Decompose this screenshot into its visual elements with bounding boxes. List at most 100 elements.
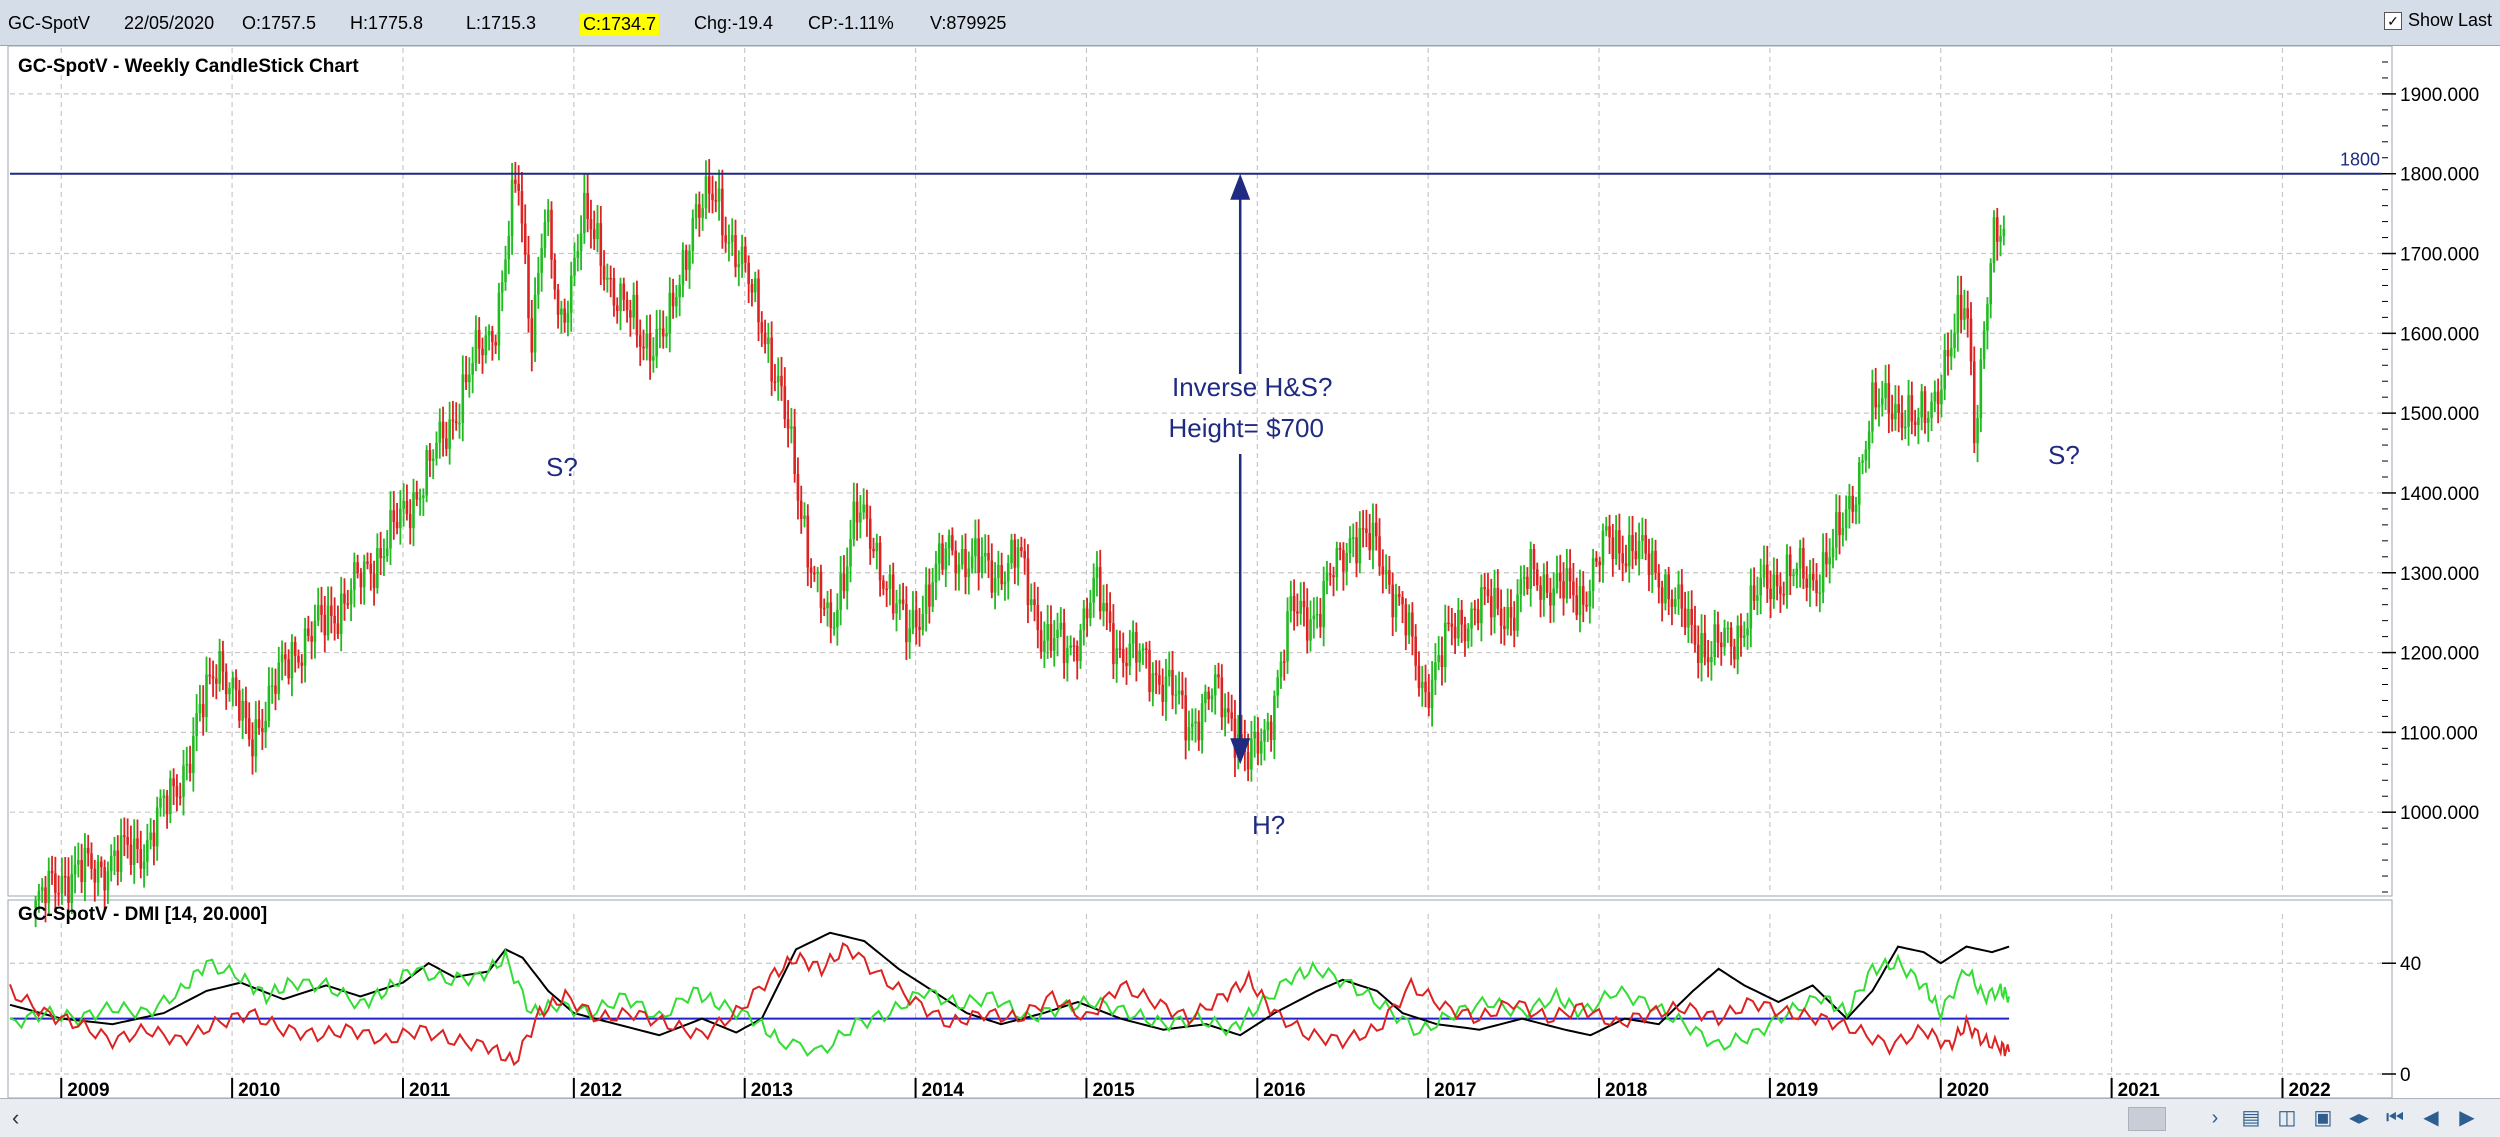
candle-body: [77, 860, 80, 865]
candle-body: [1148, 649, 1151, 693]
candle-body: [780, 375, 783, 387]
candle-body: [583, 192, 586, 234]
candle-body: [553, 259, 557, 290]
candle-body: [1759, 577, 1762, 596]
scroll-thumb[interactable]: [2128, 1107, 2166, 1131]
candle-body: [1036, 605, 1040, 631]
candle-body: [372, 573, 376, 589]
candle-body: [1289, 596, 1293, 612]
candle-body: [1240, 734, 1243, 739]
candle-body: [1529, 549, 1532, 589]
candle-body: [152, 832, 156, 847]
candle-body: [645, 333, 649, 349]
candle-body: [274, 685, 277, 694]
expand-icon[interactable]: ◂▸: [2348, 1107, 2370, 1129]
candle-body: [875, 542, 879, 552]
axes: 2009 2010 2011 2012 2013 2014 2015 2016 2017 2018…: [60, 61, 2479, 1098]
candle-body: [1966, 308, 1969, 319]
candle-body: [1762, 564, 1766, 578]
candle-body: [1716, 624, 1720, 643]
annotations: 1800 Inverse H&S? Height= $700 S? H? S?: [10, 150, 2382, 840]
candle-body: [234, 677, 238, 691]
candle-body: [37, 890, 41, 901]
candle-body: [1079, 630, 1082, 662]
candle-body: [132, 838, 136, 865]
first-page-icon[interactable]: ⏮: [2386, 1107, 2404, 1129]
next-page-icon[interactable]: ▶: [2459, 1107, 2475, 1129]
candle-body: [964, 549, 967, 578]
candle-body: [806, 515, 810, 568]
candle-body: [451, 419, 455, 422]
zoom-icon[interactable]: ◫: [2277, 1107, 2297, 1129]
candle-body: [1253, 731, 1256, 739]
candle-body: [569, 275, 573, 313]
candle-body: [615, 305, 619, 312]
y-tick-label: 1700.000: [2400, 245, 2479, 266]
candle-body: [218, 651, 221, 684]
candle-body: [1723, 628, 1726, 648]
candle-body: [188, 763, 192, 774]
candle-body: [356, 562, 359, 574]
candle-body: [974, 538, 977, 557]
candle-body: [937, 543, 941, 564]
candle-body: [606, 277, 609, 280]
candle-body: [1338, 547, 1342, 551]
candle-body: [1923, 391, 1927, 423]
candle-body: [1979, 359, 1983, 419]
candle-body: [609, 277, 612, 280]
candle-body: [1749, 585, 1753, 629]
candle-body: [1305, 607, 1309, 641]
candle-body: [586, 192, 589, 219]
candle-body: [750, 284, 754, 293]
candle-body: [182, 765, 185, 797]
print-icon[interactable]: ▣: [2313, 1107, 2333, 1129]
candle-body: [1552, 588, 1555, 606]
candle-body: [343, 593, 346, 604]
candle-body: [1765, 564, 1769, 589]
candle-body: [1631, 535, 1634, 552]
candle-body: [1282, 661, 1286, 663]
candle-body: [287, 659, 290, 679]
candle-body: [1476, 609, 1480, 624]
candle-body: [1378, 536, 1381, 567]
candle-body: [1066, 647, 1069, 664]
candle-body: [336, 623, 340, 634]
candle-body: [852, 501, 856, 540]
candle-body: [954, 550, 957, 574]
candle-body: [757, 278, 760, 323]
candle-body: [1135, 632, 1138, 663]
candle-body: [254, 719, 258, 757]
candle-body: [208, 674, 212, 677]
candle-body: [602, 265, 606, 280]
x-tick-label: 2011: [409, 1080, 451, 1098]
checkbox-icon[interactable]: ✓: [2383, 11, 2402, 30]
candle-body: [54, 873, 57, 894]
scroll-left-icon[interactable]: ‹: [12, 1105, 20, 1130]
scroll-right-icon[interactable]: ›: [2211, 1107, 2219, 1129]
show-last-toggle[interactable]: ✓ Show Last: [2383, 10, 2492, 31]
candle-body: [514, 179, 517, 184]
candle-body: [1322, 581, 1325, 628]
candle-body: [1430, 679, 1434, 709]
candle-body: [1158, 675, 1161, 685]
chart-area[interactable]: 2009 2010 2011 2012 2013 2014 2015 2016 2017 2018…: [0, 46, 2500, 1098]
time-scrollbar[interactable]: ‹ › ▤ ◫ ▣ ◂▸ ⏮ ◀ ▶: [0, 1098, 2500, 1137]
candle-body: [957, 564, 961, 574]
low-value: L:1715.3: [466, 13, 537, 33]
candle-body: [1940, 389, 1943, 405]
candle-body: [1020, 547, 1023, 551]
candle-body: [169, 778, 172, 815]
candle-body: [537, 272, 540, 295]
chart-settings-icon[interactable]: ▤: [2241, 1107, 2261, 1129]
candle-body: [359, 573, 363, 588]
candle-body: [1785, 554, 1789, 595]
candle-body: [1092, 577, 1095, 603]
prev-page-icon[interactable]: ◀: [2423, 1107, 2439, 1129]
candle-body: [1913, 421, 1917, 426]
candle-body: [727, 242, 731, 244]
candle-body: [1746, 628, 1749, 636]
candle-body: [1332, 575, 1335, 578]
candle-body: [1811, 574, 1815, 581]
candle-body: [1857, 462, 1861, 505]
x-tick-label: 2018: [1605, 1080, 1647, 1098]
